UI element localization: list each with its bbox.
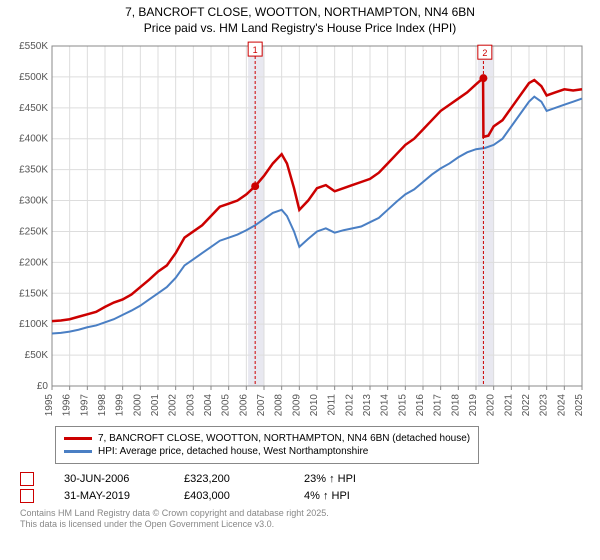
legend-swatch — [64, 437, 92, 440]
marker-price: £323,200 — [184, 473, 274, 485]
legend-swatch — [64, 450, 92, 453]
svg-text:1995: 1995 — [44, 394, 55, 417]
svg-text:2000: 2000 — [132, 394, 143, 417]
svg-text:2009: 2009 — [291, 394, 302, 417]
chart-title: 7, BANCROFT CLOSE, WOOTTON, NORTHAMPTON,… — [10, 5, 590, 36]
svg-text:2006: 2006 — [238, 394, 249, 417]
svg-text:1: 1 — [253, 45, 258, 55]
marker-badge-text: 2 — [0, 491, 72, 501]
footer-line1: Contains HM Land Registry data © Crown c… — [20, 508, 590, 519]
svg-text:2016: 2016 — [415, 394, 426, 417]
svg-text:2004: 2004 — [203, 394, 214, 417]
footer-line2: This data is licensed under the Open Gov… — [20, 519, 590, 530]
svg-text:£100K: £100K — [19, 319, 48, 330]
svg-text:1998: 1998 — [97, 394, 108, 417]
svg-text:2018: 2018 — [450, 394, 461, 417]
svg-text:£550K: £550K — [19, 41, 48, 52]
svg-text:2025: 2025 — [574, 394, 585, 417]
legend-label: HPI: Average price, detached house, West… — [98, 446, 368, 457]
legend-row: 7, BANCROFT CLOSE, WOOTTON, NORTHAMPTON,… — [64, 433, 470, 444]
svg-text:2003: 2003 — [185, 394, 196, 417]
svg-text:£450K: £450K — [19, 103, 48, 114]
svg-text:£300K: £300K — [19, 196, 48, 207]
svg-text:2024: 2024 — [556, 394, 567, 417]
svg-text:£400K: £400K — [19, 134, 48, 145]
svg-text:£500K: £500K — [19, 72, 48, 83]
marker-price: £403,000 — [184, 490, 274, 502]
svg-text:£250K: £250K — [19, 227, 48, 238]
svg-text:2007: 2007 — [256, 394, 267, 417]
title-line1: 7, BANCROFT CLOSE, WOOTTON, NORTHAMPTON,… — [10, 5, 590, 21]
svg-text:2008: 2008 — [274, 394, 285, 417]
svg-text:2017: 2017 — [433, 394, 444, 417]
svg-text:2014: 2014 — [380, 394, 391, 417]
marker-badge: 2 — [20, 489, 34, 503]
svg-text:2002: 2002 — [168, 394, 179, 417]
marker-date: 30-JUN-2006 — [64, 473, 154, 485]
legend: 7, BANCROFT CLOSE, WOOTTON, NORTHAMPTON,… — [55, 426, 479, 464]
legend-row: HPI: Average price, detached house, West… — [64, 446, 470, 457]
svg-text:1996: 1996 — [62, 394, 73, 417]
marker-row: 1 30-JUN-2006 £323,200 23% ↑ HPI — [20, 472, 590, 486]
svg-text:£200K: £200K — [19, 258, 48, 269]
svg-text:2023: 2023 — [539, 394, 550, 417]
svg-text:2010: 2010 — [309, 394, 320, 417]
svg-text:2020: 2020 — [486, 394, 497, 417]
svg-text:2013: 2013 — [362, 394, 373, 417]
marker-delta: 23% ↑ HPI — [304, 473, 394, 485]
title-line2: Price paid vs. HM Land Registry's House … — [10, 21, 590, 37]
svg-text:2015: 2015 — [397, 394, 408, 417]
svg-text:2022: 2022 — [521, 394, 532, 417]
svg-text:2011: 2011 — [327, 394, 338, 416]
svg-text:£0: £0 — [37, 381, 49, 392]
chart-container: 7, BANCROFT CLOSE, WOOTTON, NORTHAMPTON,… — [0, 0, 600, 560]
svg-text:2019: 2019 — [468, 394, 479, 417]
svg-text:2005: 2005 — [221, 394, 232, 417]
legend-label: 7, BANCROFT CLOSE, WOOTTON, NORTHAMPTON,… — [98, 433, 470, 444]
marker-row: 2 31-MAY-2019 £403,000 4% ↑ HPI — [20, 489, 590, 503]
svg-text:1999: 1999 — [115, 394, 126, 417]
footer: Contains HM Land Registry data © Crown c… — [20, 508, 590, 530]
chart-area: £0 £50K £100K £150K £200K £250K £300K £350K £400… — [10, 41, 590, 421]
svg-text:2001: 2001 — [150, 394, 161, 417]
svg-text:£50K: £50K — [25, 350, 49, 361]
chart-svg: £0 £50K £100K £150K £200K £250K £300K £350K £400… — [10, 41, 590, 421]
marker-table: 1 30-JUN-2006 £323,200 23% ↑ HPI 2 31-MA… — [20, 472, 590, 503]
svg-text:£150K: £150K — [19, 288, 48, 299]
marker-badge-text: 1 — [0, 474, 72, 484]
svg-text:£350K: £350K — [19, 165, 48, 176]
svg-text:2: 2 — [482, 48, 487, 58]
marker-date: 31-MAY-2019 — [64, 490, 154, 502]
marker-badge: 1 — [20, 472, 34, 486]
svg-text:1997: 1997 — [79, 394, 90, 417]
svg-text:2021: 2021 — [503, 394, 514, 417]
marker-delta: 4% ↑ HPI — [304, 490, 394, 502]
svg-text:2012: 2012 — [344, 394, 355, 417]
